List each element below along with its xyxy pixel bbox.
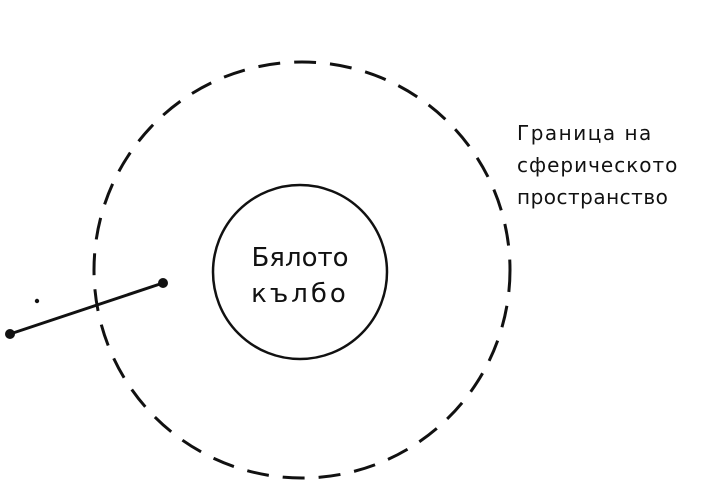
segment-endpoint-inner [158,278,168,288]
white-sphere-label-line1: Бялото [251,243,348,273]
connecting-segment [9,281,164,336]
small-dot [34,298,40,304]
boundary-label-line3: пространство [517,185,668,209]
segment-endpoint-outer [5,329,15,339]
boundary-label-line1: Граница на [517,121,653,145]
sphere-space-boundary [92,60,512,480]
boundary-label-line2: сферическото [517,153,678,177]
white-sphere-label-line2: кълбо [251,279,349,309]
white-sphere [211,183,389,361]
